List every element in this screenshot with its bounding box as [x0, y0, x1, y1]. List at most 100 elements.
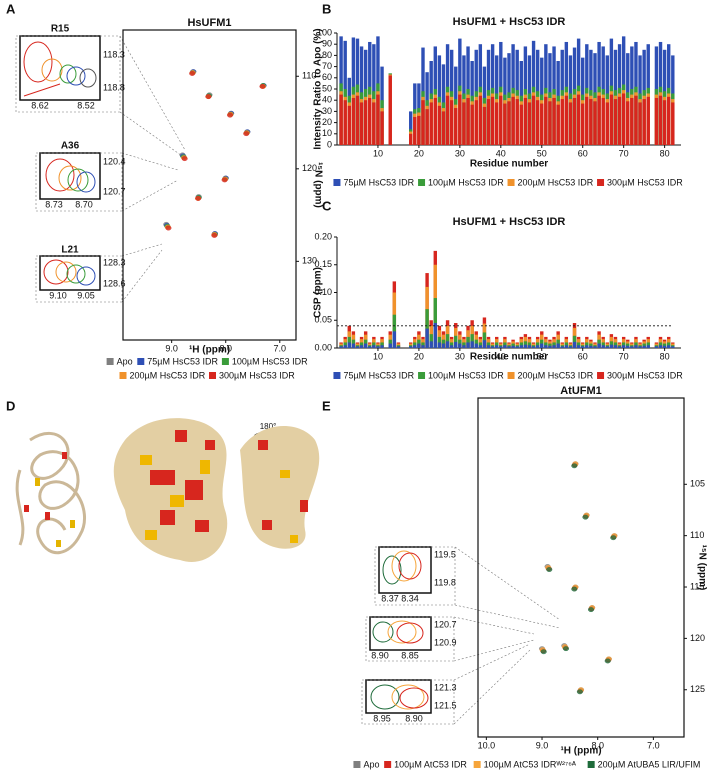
- bar: [523, 341, 528, 348]
- y-tick-label: 10: [322, 128, 332, 138]
- bar: [515, 346, 519, 348]
- bar: [449, 100, 454, 145]
- peak: [588, 607, 595, 613]
- bar: [445, 341, 450, 348]
- legend-swatch: [507, 179, 515, 186]
- legend-label: 100µM HsC53 IDR: [232, 356, 308, 366]
- legend-label: 100µM AtC53 IDR: [394, 759, 467, 769]
- bar: [511, 345, 515, 348]
- bar: [523, 97, 528, 145]
- connectors-a: [119, 35, 186, 303]
- y-tick-label: 70: [322, 61, 332, 71]
- bar: [429, 102, 433, 145]
- bar: [544, 96, 548, 145]
- x-tick-label: 10: [373, 351, 383, 361]
- contour: [79, 68, 97, 88]
- y-tick-label: 0.20: [314, 231, 332, 241]
- legend-swatch: [473, 761, 481, 768]
- peak: [582, 514, 589, 520]
- bar: [429, 334, 433, 348]
- inset-tick: 8.34: [401, 593, 419, 603]
- inset-e3: 121.3 121.5 8.95 8.90: [361, 679, 457, 725]
- bar: [548, 101, 552, 145]
- peak: [165, 225, 172, 231]
- bar: [454, 341, 458, 348]
- legend-swatch: [597, 372, 605, 379]
- contour: [43, 259, 69, 285]
- bar: [609, 341, 614, 348]
- bar: [499, 95, 503, 145]
- x-tick-label: 10.0: [478, 740, 496, 750]
- legend-swatch: [106, 358, 114, 365]
- bar: [548, 345, 552, 348]
- bar: [634, 345, 638, 348]
- y-tick-label: 115: [690, 581, 704, 591]
- contour: [45, 158, 75, 192]
- inset-tick: 8.85: [401, 650, 419, 660]
- panel-label: E: [322, 398, 331, 413]
- y-tick-label: 0.15: [314, 259, 332, 269]
- bar: [589, 345, 593, 348]
- bar: [527, 345, 532, 348]
- bar: [601, 345, 605, 348]
- inset-label: A36: [61, 141, 80, 152]
- panel-label: A: [6, 1, 16, 16]
- bar: [339, 346, 343, 348]
- peak: [205, 94, 212, 100]
- bar: [372, 102, 376, 145]
- bar: [593, 346, 597, 348]
- bar: [642, 99, 646, 145]
- bar: [515, 99, 519, 145]
- x-tick-label: 80: [660, 351, 670, 361]
- bar: [638, 102, 642, 145]
- bar: [458, 343, 462, 348]
- x-tick-label: 50: [537, 148, 547, 158]
- bar: [388, 343, 392, 348]
- bar: [642, 345, 646, 348]
- bar: [482, 340, 487, 348]
- inset-r15: R15 118.3 118.8 8.62 8.52: [15, 24, 125, 113]
- x-tick-label: 9.0: [165, 343, 178, 353]
- inset-tick: 8.90: [371, 650, 389, 660]
- bar: [490, 346, 495, 348]
- y-tick-label: 0.00: [314, 342, 332, 352]
- bar: [347, 342, 351, 348]
- bar: [560, 99, 564, 145]
- bar: [507, 346, 511, 348]
- x-tick-label: 30: [455, 351, 465, 361]
- chart-title: HsUFM1 + HsC53 IDR: [453, 216, 566, 228]
- bar: [613, 99, 618, 145]
- inset-tick: 121.5: [434, 700, 457, 710]
- legend-label: 200µM HsC53 IDR: [518, 177, 594, 187]
- inset-e2: 120.7 120.9 8.90 8.85: [365, 616, 457, 662]
- bar: [351, 97, 356, 145]
- x-tick-label: 10: [373, 148, 383, 158]
- bar: [621, 93, 626, 145]
- inset-tick: 9.05: [77, 290, 95, 300]
- bar: [626, 345, 630, 348]
- chart-title: HsUFM1: [187, 17, 231, 29]
- bar: [654, 97, 659, 145]
- bar: [630, 346, 634, 348]
- y-tick-label: 120: [302, 163, 317, 173]
- bar: [441, 343, 446, 348]
- bar: [503, 345, 507, 348]
- bar: [626, 101, 630, 145]
- y-tick-label: 40: [322, 95, 332, 105]
- y-tick-label: 30: [322, 106, 332, 116]
- bar: [646, 345, 650, 348]
- legend-label: 200µM AtUBA5 LIR/UFIM: [598, 759, 701, 769]
- bar: [495, 345, 499, 348]
- rotation-label: 180°: [260, 422, 277, 431]
- inset-tick: 8.90: [405, 713, 423, 723]
- y-tick-label: 130: [302, 256, 317, 266]
- bar: [417, 115, 421, 145]
- bar: [585, 345, 589, 348]
- bar: [617, 96, 622, 145]
- x-tick-label: 30: [455, 148, 465, 158]
- y-tick-label: 110: [302, 71, 316, 81]
- bar: [380, 111, 384, 145]
- bar: [540, 103, 544, 145]
- contour: [66, 264, 86, 284]
- x-tick-label: 8.0: [591, 740, 604, 750]
